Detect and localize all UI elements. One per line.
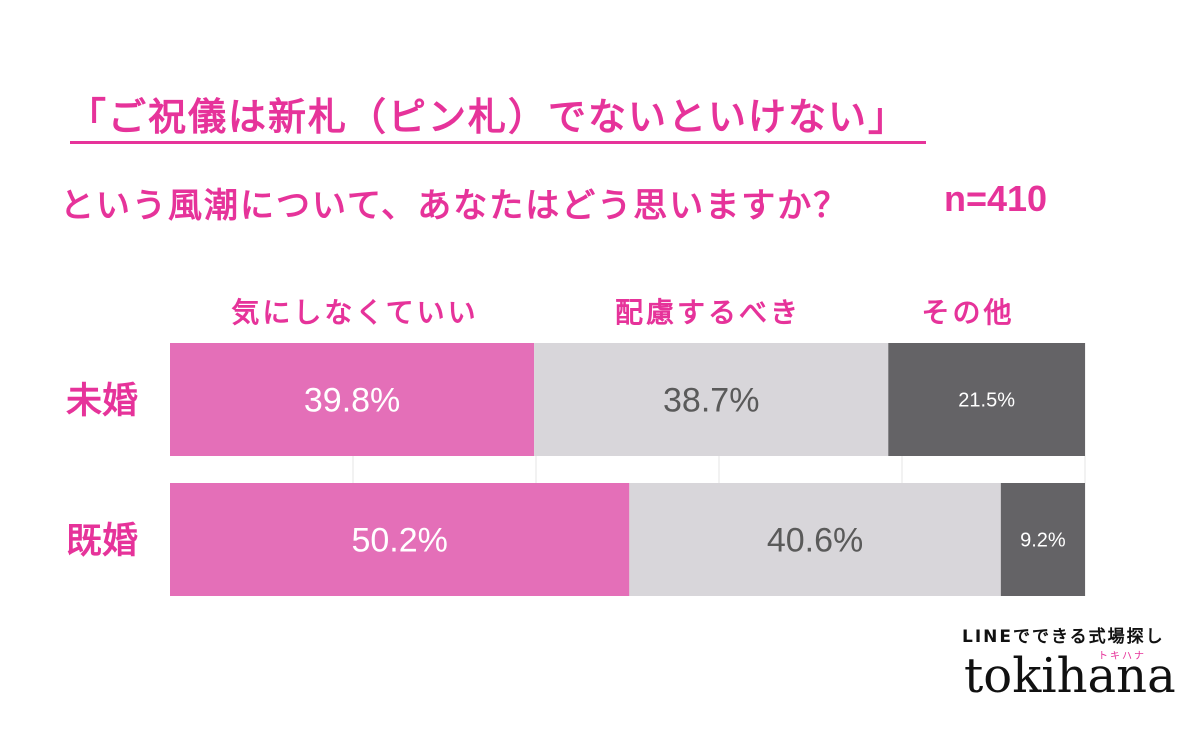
legend-label: 配慮するべき xyxy=(615,296,801,329)
title-line-1: 「ご祝儀は新札（ピン札）でないといけない」 xyxy=(68,95,909,139)
data-label: 40.6% xyxy=(767,522,863,560)
legend-label: 気にしなくていい xyxy=(231,296,478,329)
logo-kana: トキハナ xyxy=(1098,651,1146,662)
data-label: 50.2% xyxy=(351,522,447,560)
data-label: 21.5% xyxy=(958,390,1015,412)
category-label: 既婚 xyxy=(66,521,138,562)
bar-segment xyxy=(170,343,535,456)
bar-segment xyxy=(1000,483,1085,596)
category-label: 未婚 xyxy=(66,381,138,422)
data-label: 9.2% xyxy=(1020,530,1066,552)
bar-segment xyxy=(170,483,630,596)
logo-wordmark: tokihana xyxy=(964,648,1176,704)
title-line-2: という風潮について、あなたはどう思いますか？ xyxy=(60,186,850,226)
sample-size-label: n=410 xyxy=(944,178,1048,219)
bar-segment xyxy=(534,343,889,456)
bar-segment xyxy=(629,483,1001,596)
logo-tagline: LINEでできる式場探し xyxy=(962,627,1165,647)
title-underline xyxy=(70,141,926,144)
bar-segment xyxy=(888,343,1085,456)
legend-label: その他 xyxy=(921,296,1014,329)
data-label: 38.7% xyxy=(663,382,759,420)
data-label: 39.8% xyxy=(304,382,400,420)
